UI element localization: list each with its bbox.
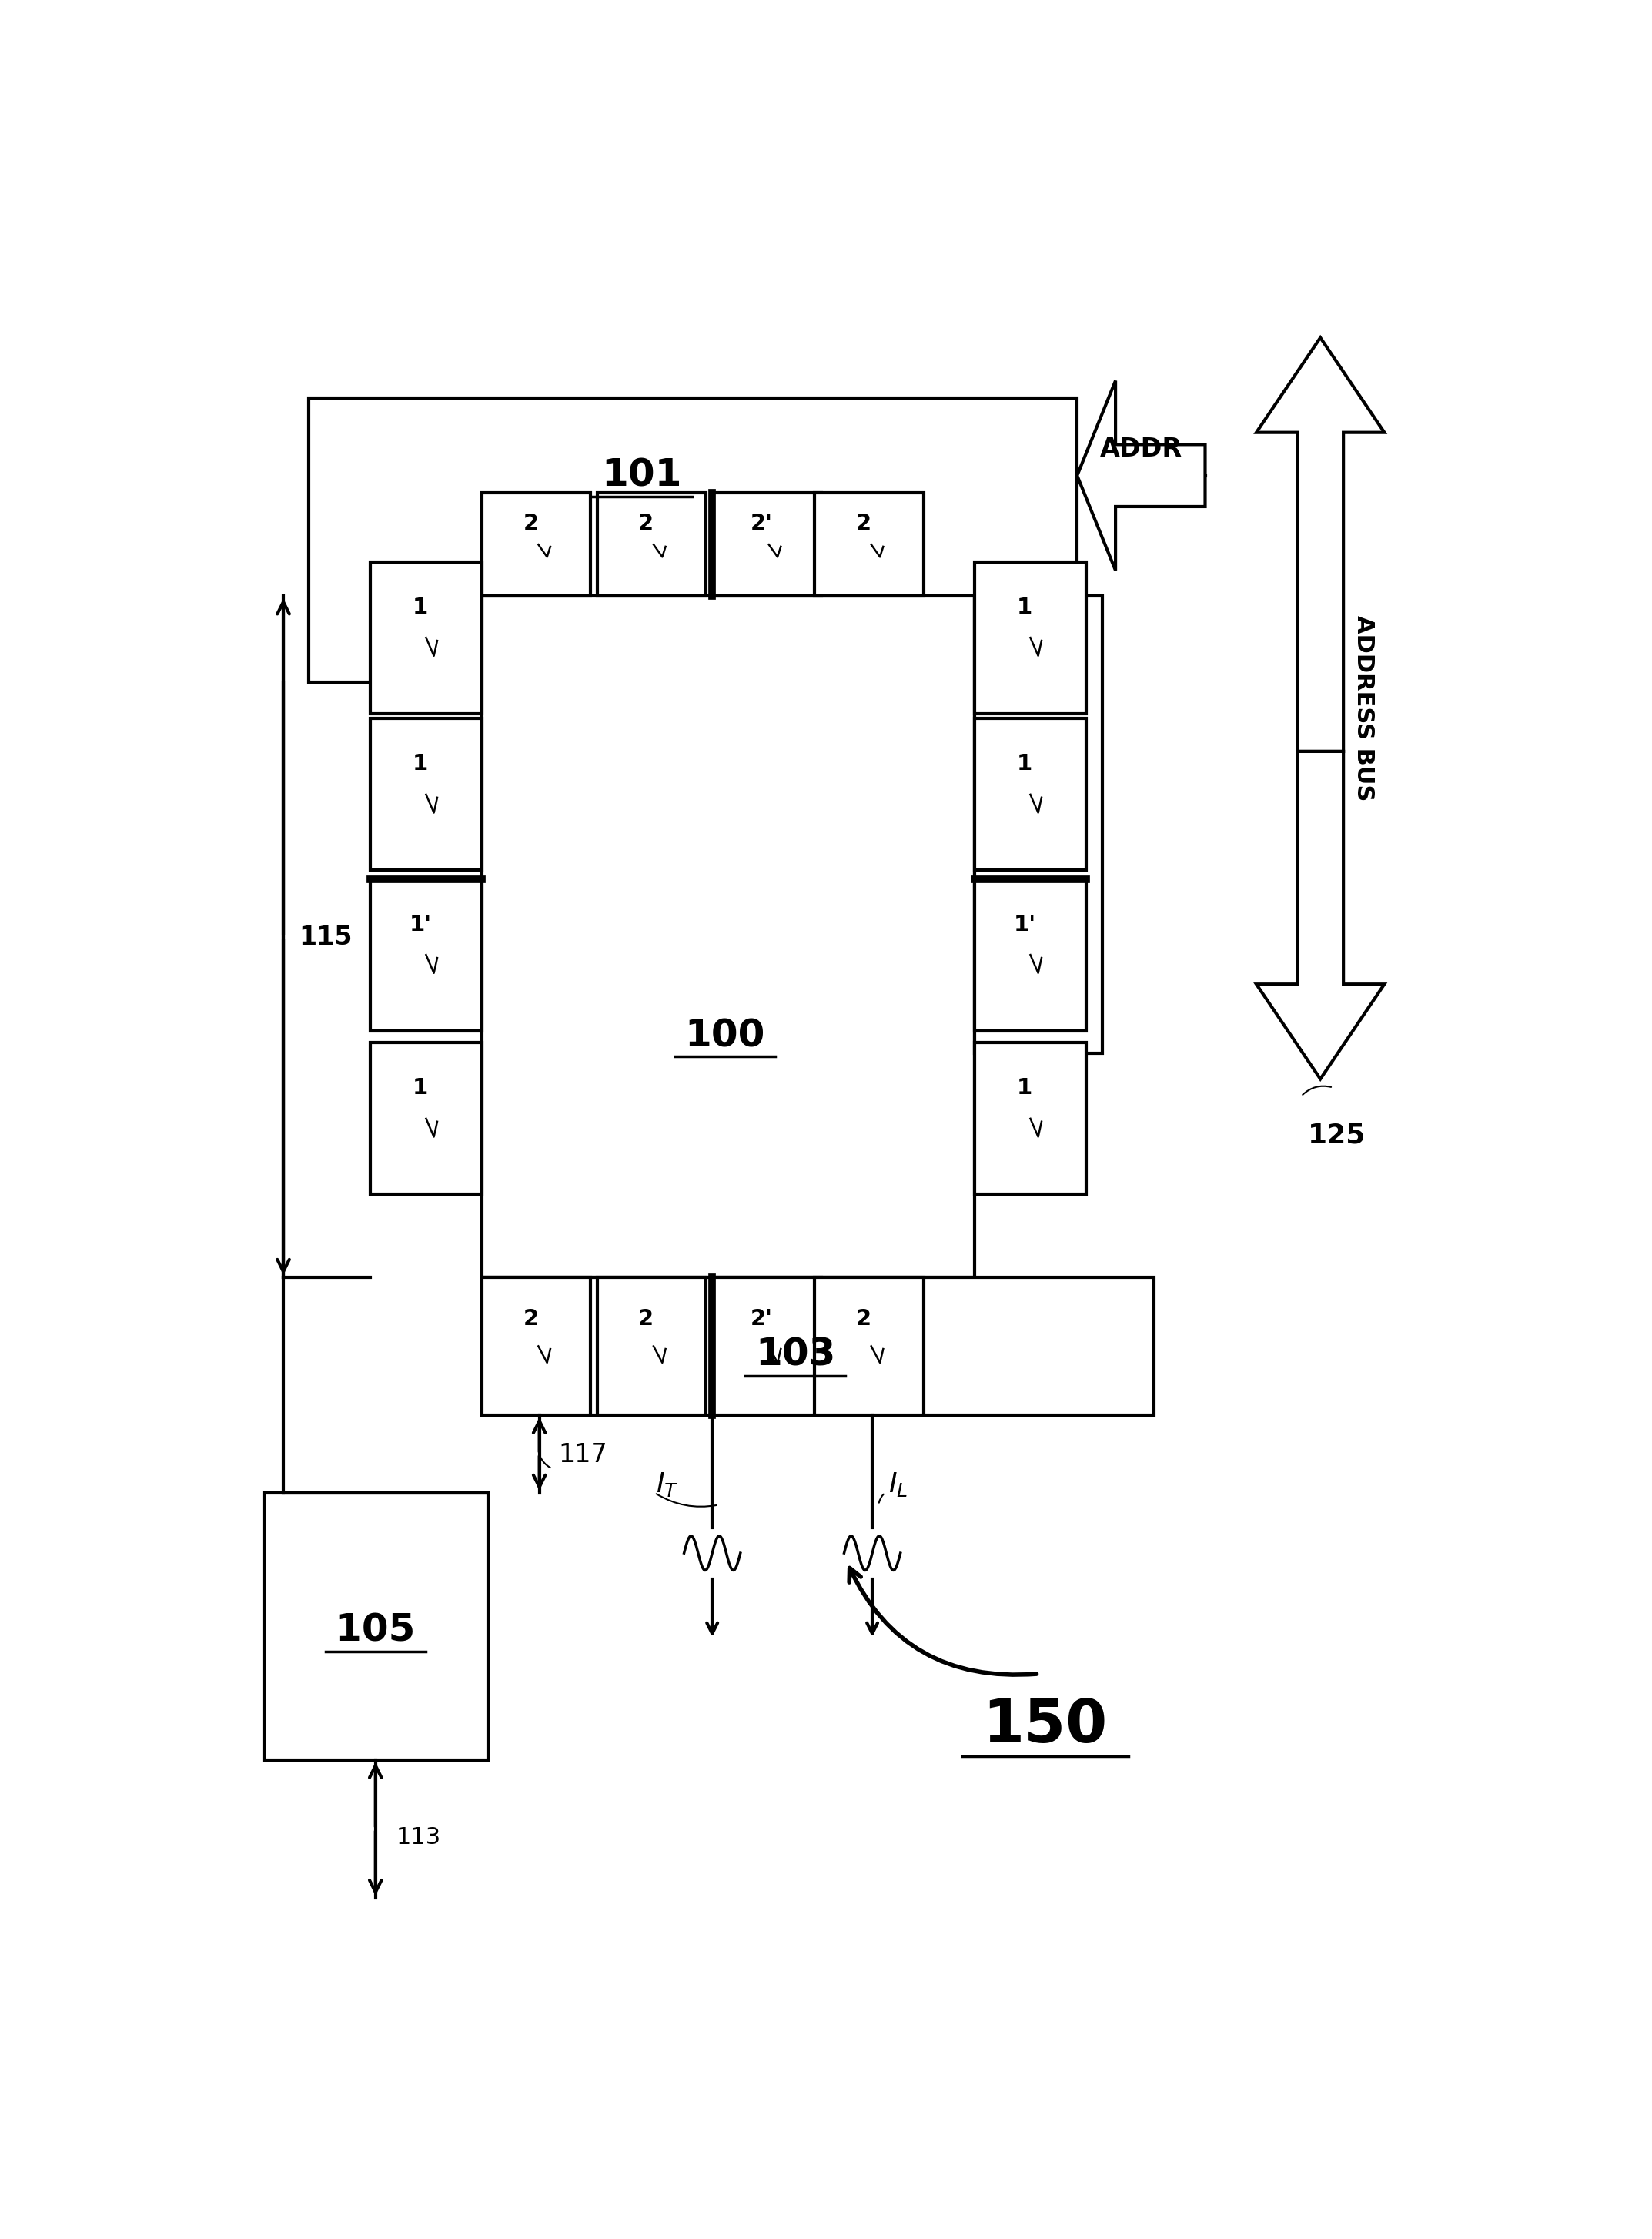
Polygon shape [1256,752,1384,1079]
Text: 117: 117 [558,1442,608,1467]
Text: 1: 1 [1018,1077,1032,1099]
Bar [482,596,975,1276]
Text: 105: 105 [335,1612,416,1650]
Text: 1: 1 [413,596,428,618]
Bar [712,1276,821,1415]
Bar [814,493,923,596]
Bar [814,1276,923,1415]
Text: 1: 1 [413,752,428,775]
Text: 2: 2 [856,1308,871,1330]
Text: 2: 2 [638,513,654,535]
Text: 1': 1' [410,914,431,936]
Text: 150: 150 [983,1697,1107,1755]
Bar [482,493,591,596]
Text: 125: 125 [1308,1122,1366,1149]
Polygon shape [1256,338,1384,752]
Text: 1': 1' [1014,914,1036,936]
Bar [482,1276,591,1415]
Bar [712,493,821,596]
Text: 1: 1 [1018,752,1032,775]
Text: 100: 100 [686,1017,765,1055]
Text: 2': 2' [750,513,773,535]
Polygon shape [1077,381,1206,571]
Text: 2: 2 [856,513,871,535]
Text: 2': 2' [750,1308,773,1330]
Bar [975,596,1104,1052]
Text: 113: 113 [396,1827,441,1849]
Bar [370,1043,482,1193]
Bar [370,562,482,714]
Bar [370,719,482,871]
Text: 1: 1 [1018,596,1032,618]
Text: 2: 2 [524,1308,539,1330]
Text: ADDR: ADDR [1100,437,1183,461]
Bar [975,562,1085,714]
Bar [264,1493,489,1760]
Text: 103: 103 [755,1337,836,1373]
Bar [975,1043,1085,1193]
Bar [596,1276,705,1415]
Bar [309,399,1077,683]
Text: 1: 1 [413,1077,428,1099]
Bar [975,719,1085,871]
Text: $I_L$: $I_L$ [889,1471,907,1498]
Text: 115: 115 [299,925,352,949]
Text: $I_T$: $I_T$ [656,1471,679,1498]
Bar [370,880,482,1030]
Bar [975,880,1085,1030]
Text: 101: 101 [601,457,682,495]
Text: 2: 2 [524,513,539,535]
Text: 2: 2 [638,1308,654,1330]
Bar [596,493,705,596]
Bar [482,1276,1155,1415]
Text: ADDRESS BUS: ADDRESS BUS [1353,616,1374,802]
